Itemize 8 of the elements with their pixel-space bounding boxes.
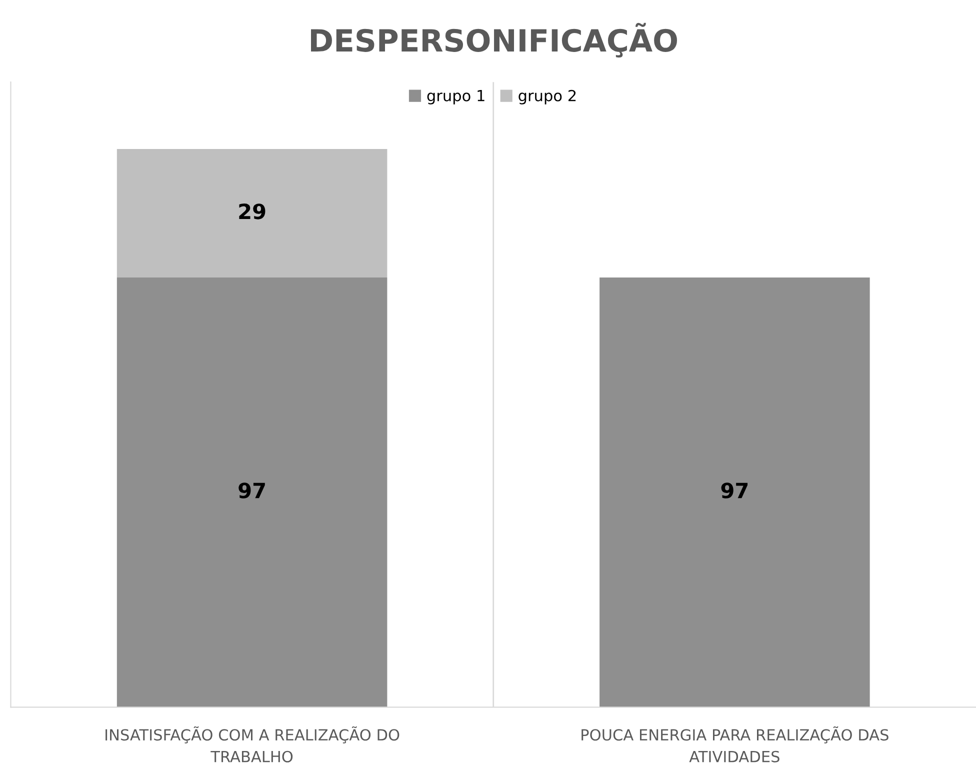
legend-label: grupo 2 (518, 90, 576, 104)
x-tick-label: POUCA ENERGIA PARA REALIZAÇÃO DAS ATIVIDADES (582, 726, 888, 762)
legend-label: grupo 1 (427, 90, 484, 104)
data-label: 29 (239, 204, 266, 220)
x-tick-label: INSATISFAÇÃO COM A REALIZAÇÃO DO TRABALHO (106, 726, 400, 762)
chart-title: DESPERSONIFICAÇÃO (311, 22, 677, 58)
data-label: 97 (721, 482, 748, 498)
data-label: 97 (238, 482, 265, 498)
